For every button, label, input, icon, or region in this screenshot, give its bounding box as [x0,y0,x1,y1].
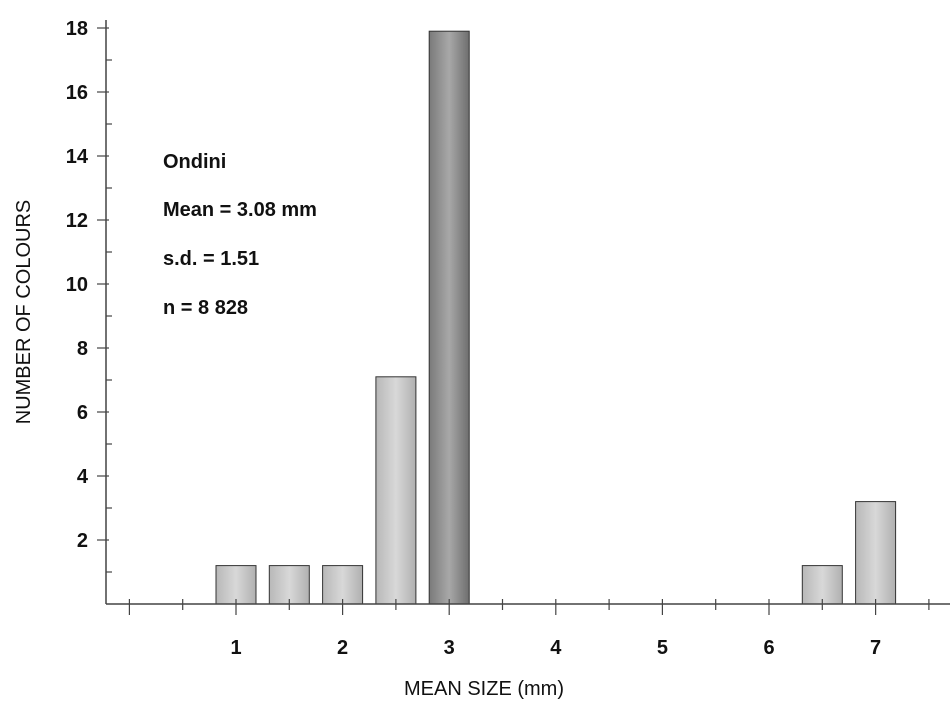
bar-6-5 [801,565,843,605]
x-tick-label: 4 [550,637,562,659]
x-tick-label: 6 [763,637,774,659]
bar-2-5 [375,376,417,605]
x-tick-label: 3 [444,637,455,659]
y-axis-title: NUMBER OF COLOURS [13,200,35,424]
y-tick-label: 10 [66,274,88,296]
y-tick-label: 12 [66,210,88,232]
bar-1 [215,565,257,605]
x-tick-label: 7 [870,637,881,659]
y-tick-label: 18 [66,18,88,40]
bar-1-5 [268,565,310,605]
x-tick-label: 5 [657,637,668,659]
y-tick-label: 16 [66,82,88,104]
bar-7 [855,501,897,605]
y-tick-label: 2 [77,530,88,552]
annotation-n: n = 8 828 [163,297,248,319]
x-tick-label: 2 [337,637,348,659]
x-tick-label: 1 [230,637,241,659]
bar-3 [428,30,470,605]
x-axis-title: MEAN SIZE (mm) [404,678,564,700]
y-tick-label: 8 [77,338,88,360]
bar-2 [322,565,364,605]
annotation-mean: Mean = 3.08 mm [163,199,317,221]
y-tick-label: 6 [77,402,88,424]
y-tick-label: 4 [77,466,89,488]
x-ticks: 1 2 3 4 5 6 7 [128,599,930,659]
annotation-site: Ondini [163,151,226,173]
bars-group [215,30,897,605]
y-tick-label: 14 [66,146,89,168]
annotation-sd: s.d. = 1.51 [163,248,259,270]
y-ticks: 2 4 6 8 10 12 14 16 18 [66,18,112,573]
